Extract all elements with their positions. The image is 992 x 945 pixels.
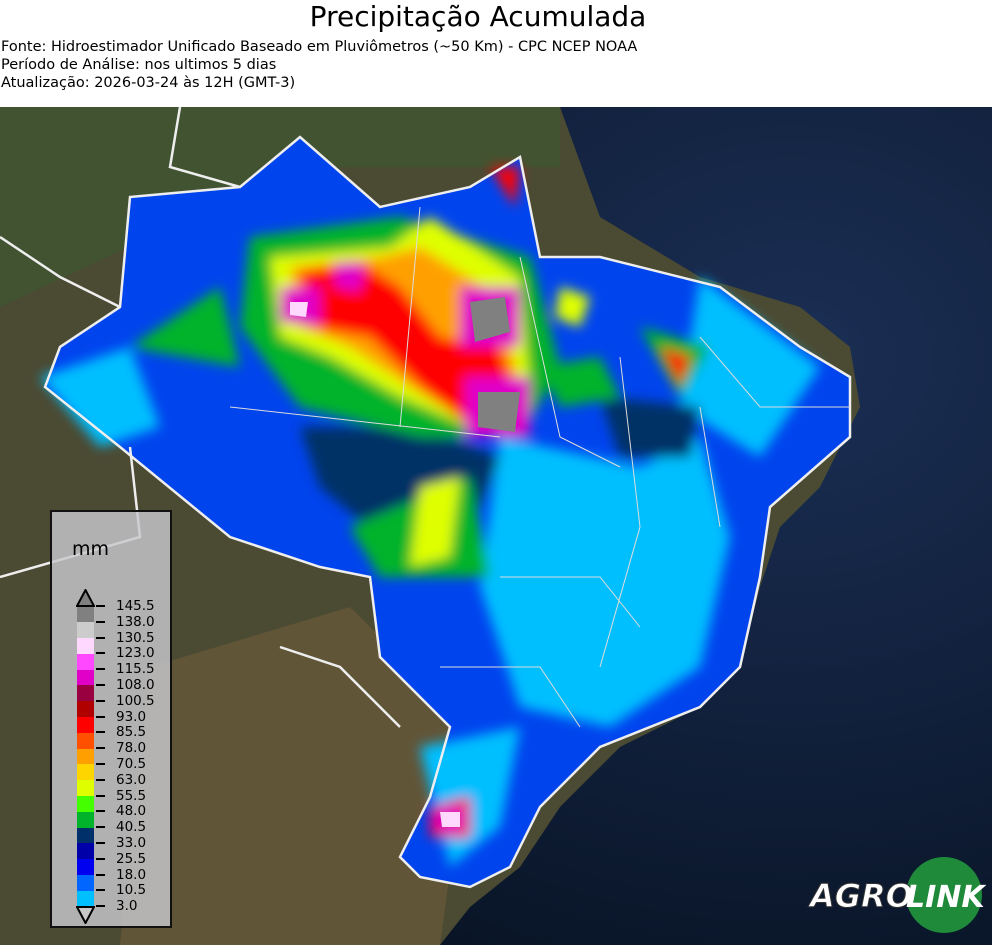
colorbar-tick [96,857,105,860]
colorbar-tick-label: 10.5 [116,882,147,899]
precip-red [300,167,690,837]
colorbar-tick [96,842,105,844]
colorbar-swatch [77,606,94,623]
colorbar-tick-label: 78.0 [116,740,147,757]
colorbar-tick [96,731,105,734]
source-text: Fonte: Hidroestimador Unificado Baseado … [1,39,638,55]
colorbar-tick [96,620,105,623]
colorbar-tick-label: 48.0 [116,803,147,820]
state-borders [229,206,850,728]
colorbar-tick [96,778,105,781]
colorbar-swatch [77,858,94,876]
colorbar-tick-label: 40.5 [116,819,147,836]
colorbar-tick [96,826,105,829]
colorbar-tick [96,715,105,718]
colorbar-tick-label: 100.5 [116,692,155,709]
colorbar-tick [96,747,105,750]
agrolink-logo: AGRO LINK [807,857,986,933]
colorbar-swatch [77,764,94,781]
colorbar-tick [96,794,105,797]
colorbar-tick [96,763,105,765]
precip-grey-max [470,297,520,432]
color-legend: mm 3.0 10.5 18.0 25.5 33.0 40.5 48.0 55.5 63.0 70… [50,510,172,928]
colorbar-tick-label: 115.5 [116,661,155,678]
svg-text:LINK: LINK [906,880,986,915]
colorbar-swatch [77,779,94,797]
colorbar-tick-label: 18.0 [116,866,147,883]
colorbar-swatch [77,716,94,733]
legend-unit: mm [72,538,110,560]
colorbar-swatch [77,843,94,860]
colorbar-tick [96,605,105,607]
updated-text: Atualização: 2026-03-24 às 12H (GMT-3) [1,75,296,91]
colorbar-max-arrow [76,589,95,607]
colorbar-tick [96,636,105,639]
colorbar-tick-label: 123.0 [116,645,155,662]
colorbar-tick [96,668,105,671]
colorbar-tick-label: 55.5 [116,787,147,804]
colorbar-tick [96,810,105,813]
colorbar-tick [96,889,105,892]
colorbar-tick [96,873,105,876]
precipitation-map [0,107,992,945]
colorbar-swatch [77,669,94,686]
colorbar-swatch [77,653,94,670]
colorbar-swatch [77,827,94,844]
colorbar-swatch [77,748,94,765]
map-title: Precipitação Acumulada [309,0,647,33]
colorbar-tick [96,684,105,686]
colorbar-tick-label: 70.5 [116,756,147,772]
colorbar-tick-label: 85.5 [116,724,147,741]
colorbar-tick-label: 108.0 [116,677,155,693]
land-south [120,607,470,945]
colorbar-swatch [77,732,94,749]
colorbar-swatch [77,890,94,907]
colorbar-min-arrow [76,906,95,925]
colorbar-swatch [77,795,94,812]
colorbar-swatch [77,621,94,639]
colorbar-tick-label: 130.5 [116,629,155,646]
colorbar-swatch [77,811,94,828]
colorbar-tick [96,905,105,908]
colorbar-swatch [77,637,94,654]
precip-cyan [40,277,820,867]
colorbar-swatch [77,874,94,891]
colorbar-tick-label: 93.0 [116,708,147,725]
land-north [0,107,560,307]
colorbar-tick-label: 3.0 [116,898,138,915]
colorbar-tick-label: 138.0 [116,613,155,630]
colorbar-tick [96,652,105,655]
colorbar-swatch [77,685,94,702]
period-text: Período de Análise: nos ultimos 5 dias [1,57,277,73]
colorbar-tick-label: 25.5 [116,850,147,867]
colorbar-tick-label: 63.0 [116,771,147,788]
colorbar-tick [96,699,105,702]
colorbar-tick-label: 145.5 [116,598,155,614]
svg-text:AGRO: AGRO [807,877,913,915]
precip-magenta [280,262,530,832]
colorbar-swatch [77,700,94,718]
colorbar-tick-label: 33.0 [116,835,147,851]
